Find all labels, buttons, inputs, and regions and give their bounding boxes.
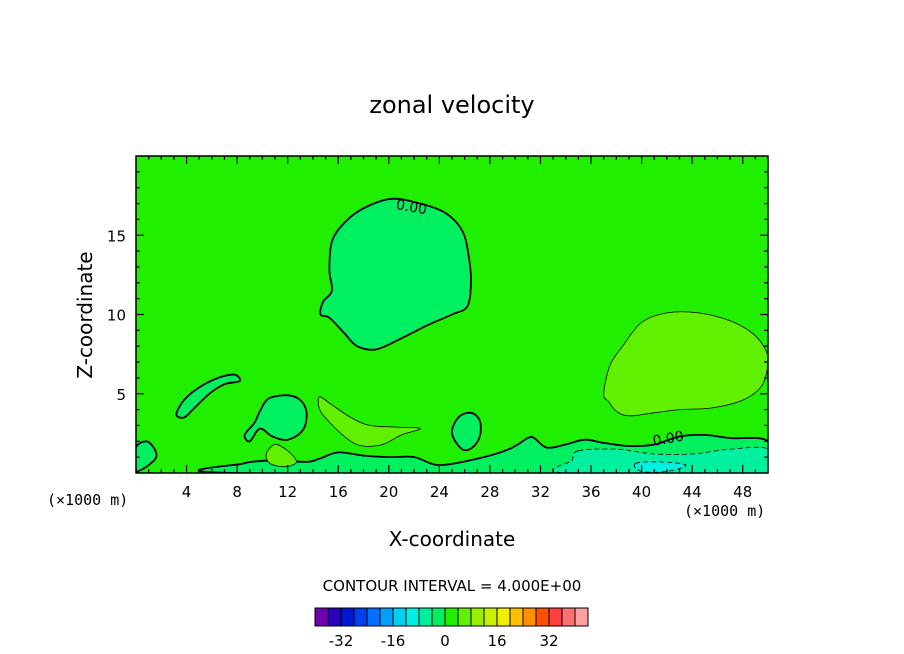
colorbar-swatch xyxy=(353,607,368,627)
colorbar-swatch xyxy=(392,607,407,627)
colorbar-swatch xyxy=(431,607,446,627)
contour-region-upper-blob xyxy=(319,197,472,351)
x-tick-label: 40 xyxy=(632,483,651,501)
x-unit-left: (×1000 m) xyxy=(47,491,128,509)
colorbar-tick-label: 32 xyxy=(539,632,558,650)
contour-region-pos-blob-center xyxy=(317,396,421,447)
x-tick-label: 28 xyxy=(480,483,499,501)
x-tick-label: 44 xyxy=(683,483,702,501)
colorbar-swatch xyxy=(522,607,537,627)
colorbar-tick-label: -32 xyxy=(329,632,354,650)
x-unit-right: (×1000 m) xyxy=(684,502,765,520)
colorbar-swatch xyxy=(509,607,524,627)
colorbar-swatch xyxy=(340,607,355,627)
x-tick-label: 24 xyxy=(430,483,449,501)
colorbar-swatch xyxy=(496,607,511,627)
colorbar-swatch xyxy=(444,607,459,627)
x-tick-label: 32 xyxy=(531,483,550,501)
colorbar: -32 -16 0 16 32 xyxy=(314,607,589,650)
contour-label: 0.00 xyxy=(652,429,685,450)
colorbar-swatch xyxy=(483,607,498,627)
x-tick-label: 16 xyxy=(329,483,348,501)
colorbar-swatch xyxy=(548,607,563,627)
colorbar-swatch xyxy=(535,607,550,627)
colorbar-swatch xyxy=(561,607,576,627)
contour-region-blob-26 xyxy=(451,411,482,452)
colorbar-tick-label: -16 xyxy=(381,632,406,650)
contour-region-blob-12 xyxy=(243,394,308,443)
contour-region-neg-low-right xyxy=(552,446,768,473)
x-axis-label: X-coordinate xyxy=(389,527,516,551)
colorbar-tick-label: 0 xyxy=(440,632,450,650)
colorbar-swatch xyxy=(366,607,381,627)
y-tick-label: 10 xyxy=(107,307,126,325)
x-tick-label: 48 xyxy=(733,483,752,501)
colorbar-swatch xyxy=(457,607,472,627)
x-tick-label: 36 xyxy=(581,483,600,501)
colorbar-swatch xyxy=(574,607,589,627)
colorbar-swatch xyxy=(379,607,394,627)
colorbar-swatch xyxy=(314,607,329,627)
y-axis-label: Z-coordinate xyxy=(73,251,97,378)
contour-region-low-left-blob xyxy=(175,373,241,419)
plot-area: 0.00 0.00 xyxy=(136,156,768,473)
contour-region-pos-blob-low-12 xyxy=(265,444,297,468)
contour-label: 0.00 xyxy=(395,197,428,218)
y-tick-label: 15 xyxy=(107,227,126,245)
y-tick-label: 5 xyxy=(116,386,126,404)
colorbar-tick-label: 16 xyxy=(487,632,506,650)
colorbar-swatch xyxy=(405,607,420,627)
colorbar-title: CONTOUR INTERVAL = 4.000E+00 xyxy=(323,577,582,595)
colorbar-swatch xyxy=(470,607,485,627)
colorbar-swatch xyxy=(327,607,342,627)
x-tick-label: 12 xyxy=(278,483,297,501)
colorbar-swatch xyxy=(418,607,433,627)
x-tick-label: 4 xyxy=(182,483,192,501)
chart-title: zonal velocity xyxy=(369,91,534,119)
contour-region-pos-blob-right xyxy=(603,311,768,417)
contour-region-neg-core-right xyxy=(633,461,687,473)
x-tick-label: 20 xyxy=(379,483,398,501)
x-tick-label: 8 xyxy=(232,483,242,501)
